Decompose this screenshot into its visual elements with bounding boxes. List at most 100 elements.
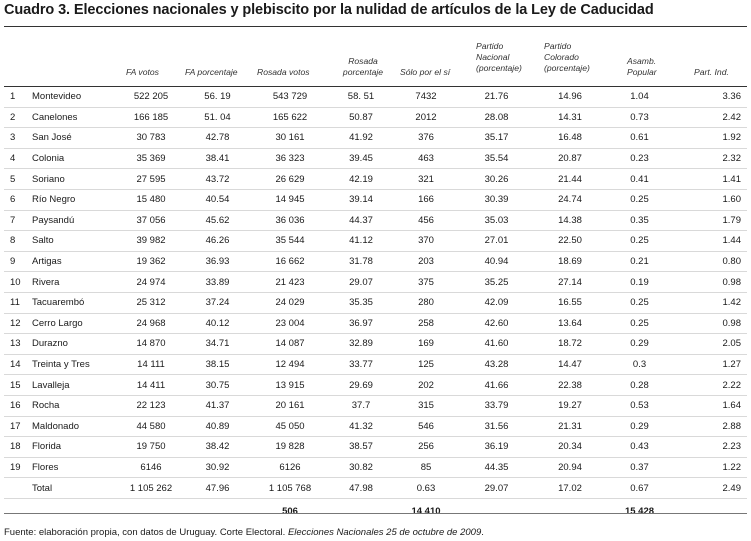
- extra-spacer: [673, 498, 747, 525]
- cell-solo-si: 256: [393, 436, 459, 458]
- cell-ap: 0.25: [606, 313, 673, 335]
- cell-pc: 14.38: [534, 210, 606, 232]
- total-label: Total: [32, 477, 118, 499]
- cell-n: 11: [4, 292, 32, 314]
- cell-solo-si: 2012: [393, 107, 459, 129]
- cell-n: 12: [4, 313, 32, 335]
- cell-pi: 0.80: [673, 251, 747, 273]
- cell-fa-votos: 24 968: [118, 313, 184, 335]
- cell-pn: 30.39: [459, 189, 534, 211]
- table-row: 9 Artigas 19 362 36.93 16 662 31.78 203 40.94 18…: [4, 251, 747, 273]
- extra-spacer: [534, 498, 606, 525]
- cell-fa-votos: 30 783: [118, 127, 184, 149]
- cell-solo-si: 456: [393, 210, 459, 232]
- cell-ap: 0.43: [606, 436, 673, 458]
- cell-rosada-votos: 13 915: [251, 374, 329, 396]
- extra-spacer: [184, 498, 251, 525]
- cell-fa-votos: 24 974: [118, 271, 184, 293]
- cell-rosada-pct: 39.14: [329, 189, 393, 211]
- cell-solo-si: 370: [393, 230, 459, 252]
- cell-solo-si: 166: [393, 189, 459, 211]
- cell-pn: 41.60: [459, 333, 534, 355]
- cell-ap: 0.19: [606, 271, 673, 293]
- cell-dept: Rivera: [32, 271, 118, 293]
- cell-dept: Soriano: [32, 168, 118, 190]
- cell-rosada-pct: 38.57: [329, 436, 393, 458]
- cell-pc: 22.38: [534, 374, 606, 396]
- header-asamblea-popular: Asamb. Popular: [627, 56, 657, 77]
- header-partido-nacional: Partido Nacional (porcentaje): [476, 41, 522, 73]
- cell-dept: Rocha: [32, 395, 118, 417]
- table-row: 8 Salto 39 982 46.26 35 544 41.12 370 27.01 22.5…: [4, 230, 747, 252]
- table-row: 12 Cerro Largo 24 968 40.12 23 004 36.97 258 42…: [4, 313, 747, 335]
- cell-fa-pct: 42.78: [184, 127, 251, 149]
- total-solo-si: 0.63: [393, 477, 459, 499]
- cell-pi: 2.88: [673, 416, 747, 438]
- cell-rosada-votos: 30 161: [251, 127, 329, 149]
- cell-fa-pct: 38.15: [184, 354, 251, 376]
- cell-pn: 28.08: [459, 107, 534, 129]
- total-pi: 2.49: [673, 477, 747, 499]
- cell-pc: 13.64: [534, 313, 606, 335]
- total-fa-pct: 47.96: [184, 477, 251, 499]
- source-end: .: [481, 527, 484, 538]
- cell-ap: 0.25: [606, 189, 673, 211]
- cell-pn: 42.09: [459, 292, 534, 314]
- cell-rosada-pct: 30.82: [329, 457, 393, 479]
- total-row: Total 1 105 262 47.96 1 105 768 47.98 0.63 29.…: [4, 477, 747, 499]
- cell-pi: 1.64: [673, 395, 747, 417]
- header-rosada-porcentaje: Rosada porcentaje: [342, 56, 384, 77]
- bottom-rule: [4, 513, 747, 514]
- cell-pn: 35.03: [459, 210, 534, 232]
- cell-fa-pct: 40.89: [184, 416, 251, 438]
- table-row: 1 Montevideo 522 205 56. 19 543 729 58. 51 743…: [4, 87, 747, 108]
- cell-pc: 20.87: [534, 148, 606, 170]
- cell-fa-votos: 27 595: [118, 168, 184, 190]
- cell-rosada-votos: 36 323: [251, 148, 329, 170]
- cell-n: 4: [4, 148, 32, 170]
- cell-fa-pct: 38.41: [184, 148, 251, 170]
- table-row: 3 San José 30 783 42.78 30 161 41.92 376 35.17 1…: [4, 127, 747, 149]
- cell-fa-pct: 36.93: [184, 251, 251, 273]
- cell-rosada-pct: 44.37: [329, 210, 393, 232]
- cell-rosada-pct: 58. 51: [329, 87, 393, 108]
- cell-pi: 2.22: [673, 374, 747, 396]
- cell-rosada-pct: 41.32: [329, 416, 393, 438]
- cell-solo-si: 546: [393, 416, 459, 438]
- cell-pn: 27.01: [459, 230, 534, 252]
- header-rosada-votos: Rosada votos: [257, 67, 310, 77]
- cell-pc: 20.34: [534, 436, 606, 458]
- cell-rosada-pct: 35.35: [329, 292, 393, 314]
- cell-pc: 22.50: [534, 230, 606, 252]
- cell-rosada-pct: 36.97: [329, 313, 393, 335]
- total-pn: 29.07: [459, 477, 534, 499]
- cell-pi: 2.23: [673, 436, 747, 458]
- cell-pc: 14.31: [534, 107, 606, 129]
- cell-fa-pct: 46.26: [184, 230, 251, 252]
- cell-n: 3: [4, 127, 32, 149]
- election-table: 1 Montevideo 522 205 56. 19 543 729 58. 51 743…: [4, 87, 747, 525]
- cell-pn: 44.35: [459, 457, 534, 479]
- table-row: 7 Paysandú 37 056 45.62 36 036 44.37 456 35.03 1…: [4, 210, 747, 232]
- cell-pn: 21.76: [459, 87, 534, 108]
- cell-dept: Colonia: [32, 148, 118, 170]
- cell-pc: 27.14: [534, 271, 606, 293]
- cell-fa-pct: 33.89: [184, 271, 251, 293]
- cell-rosada-votos: 21 423: [251, 271, 329, 293]
- cell-rosada-pct: 39.45: [329, 148, 393, 170]
- extra-ap: 15 428: [624, 506, 655, 518]
- cell-pc: 24.74: [534, 189, 606, 211]
- source-title: Elecciones Nacionales 25 de octubre de 2…: [287, 527, 482, 538]
- cell-ap: 0.29: [606, 416, 673, 438]
- cell-pi: 1.22: [673, 457, 747, 479]
- cell-ap: 0.37: [606, 457, 673, 479]
- cell-fa-votos: 14 111: [118, 354, 184, 376]
- cell-pc: 16.48: [534, 127, 606, 149]
- cell-solo-si: 203: [393, 251, 459, 273]
- cell-pi: 3.36: [673, 87, 747, 108]
- cell-pn: 40.94: [459, 251, 534, 273]
- cell-pi: 0.98: [673, 313, 747, 335]
- cell-ap: 0.28: [606, 374, 673, 396]
- cell-dept: Paysandú: [32, 210, 118, 232]
- cell-dept: Maldonado: [32, 416, 118, 438]
